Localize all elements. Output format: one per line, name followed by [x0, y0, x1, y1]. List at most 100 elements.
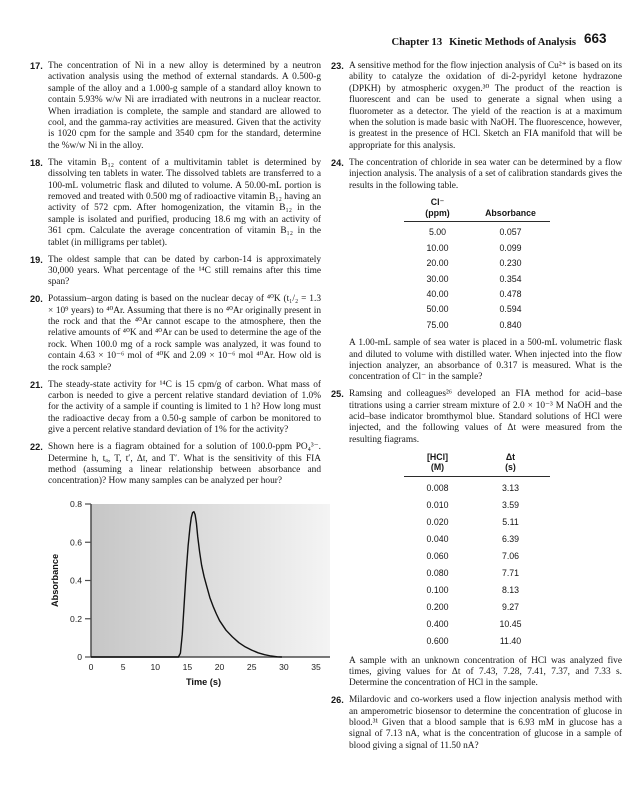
y-tick-label: 0.8 — [70, 499, 82, 509]
problem-text: The concentration of Ni in a new alloy i… — [48, 61, 321, 151]
chapter-title: Kinetic Methods of Analysis — [449, 37, 576, 48]
y-tick-label: 0.6 — [70, 537, 82, 547]
x-tick-label: 10 — [151, 662, 161, 672]
header-line: [HCl] — [426, 451, 448, 462]
x-tick-label: 15 — [183, 662, 193, 672]
table-row: 0.400 10.45 — [404, 616, 550, 633]
problem-item: 25. Ramsing and colleagues²⁶ developed an… — [331, 389, 622, 446]
header-line: (M) — [430, 462, 445, 473]
hcl-delta-t-table: [HCl] (M) Δt (s) 0.008 3.13 0.010 3.59 0.020 5.11… — [403, 451, 550, 651]
problem-item: 19. The oldest sample that can be dated b… — [30, 255, 321, 289]
table-cell: 0.008 — [426, 482, 449, 493]
table-row: 20.00 0.230 — [404, 256, 550, 271]
table-row: 0.060 7.06 — [404, 548, 550, 565]
table-cell: 0.400 — [426, 619, 449, 630]
problem-number: 21. — [30, 379, 43, 390]
table-row: 0.040 6.39 — [404, 531, 550, 548]
problem-number: 24. — [331, 157, 344, 168]
continuation-text: A sample with an unknown concentration o… — [349, 655, 622, 689]
x-tick-label: 35 — [311, 662, 321, 672]
table-cell: 0.080 — [426, 568, 449, 579]
table-cell: 10.45 — [499, 619, 522, 630]
table-cell: 11.40 — [499, 636, 522, 647]
header-line: (ppm) — [425, 207, 450, 218]
problem-text: The concentration of chloride in sea wat… — [349, 157, 622, 191]
problem-number: 20. — [30, 294, 43, 305]
table-row: 40.00 0.478 — [404, 287, 550, 302]
x-tick-label: 20 — [215, 662, 225, 672]
table-cell: 0.020 — [426, 516, 449, 527]
problem-text: Shown here is a fiagram obtained for a s… — [48, 442, 321, 487]
fiagram-curve — [91, 510, 282, 658]
table-cell: 0.010 — [426, 499, 449, 510]
problem-item: 26. Milardovic and co-workers used a flow… — [331, 695, 622, 752]
table-cell: 40.00 — [426, 288, 449, 299]
problem-text: A sensitive method for the flow injectio… — [349, 61, 622, 151]
table-cell: 5.00 — [428, 227, 447, 238]
table-cell: 7.06 — [501, 550, 520, 561]
table-cell: 0.200 — [426, 602, 449, 613]
table-row: 10.00 0.099 — [404, 241, 550, 256]
table-cell: 0.840 — [499, 319, 522, 330]
problem-number: 26. — [331, 695, 344, 706]
table-cell: 0.594 — [499, 304, 522, 315]
table-row: 50.00 0.594 — [404, 302, 550, 317]
y-axis-title: Absorbance — [50, 554, 60, 607]
x-tick-label: 5 — [121, 662, 126, 672]
table-cell: 0.040 — [426, 533, 449, 544]
continuation-text: A 1.00-mL sample of sea water is placed … — [349, 338, 622, 383]
problem-number: 25. — [331, 389, 344, 400]
table-row: 0.020 5.11 — [404, 514, 550, 531]
chapter-label: Chapter 13 — [391, 37, 443, 48]
table-cell: 8.13 — [501, 585, 520, 596]
table-cell: 10.00 — [426, 242, 449, 253]
table-cell: 0.060 — [426, 550, 449, 561]
plot-background — [91, 503, 330, 657]
table-cell: 7.71 — [501, 568, 520, 579]
problem-number: 22. — [30, 442, 43, 453]
right-column: 23. A sensitive method for the flow injec… — [331, 61, 622, 758]
table-row: 0.010 3.59 — [404, 497, 550, 514]
problem-text: The vitamin B₁₂ content of a multivitami… — [48, 157, 321, 248]
problem-item: 20. Potassium–argon dating is based on th… — [30, 294, 321, 374]
page-number: 663 — [584, 31, 607, 46]
problem-text: The oldest sample that can be dated by c… — [48, 254, 321, 288]
table-header-cell: [HCl] (M) — [403, 451, 472, 477]
table-row: 75.00 0.840 — [404, 318, 550, 333]
y-tick-label: 0 — [77, 652, 82, 662]
x-tick-label: 25 — [247, 662, 257, 672]
problem-number: 23. — [331, 61, 344, 71]
chloride-calibration-table: Cl⁻ (ppm) Absorbance 5.00 0.057 10.00 0.099 20.… — [403, 197, 550, 333]
table-cell: 3.13 — [501, 482, 520, 493]
table-cell: 0.099 — [499, 242, 522, 253]
running-header: Chapter 13 Kinetic Methods of Analysis — [200, 37, 576, 49]
table-cell: 5.11 — [502, 516, 519, 527]
table-cell: 20.00 — [426, 258, 449, 269]
left-column: 17. The concentration of Ni in a new allo… — [28, 61, 330, 696]
table-cell: 75.00 — [426, 319, 449, 330]
table-body: 0.008 3.13 0.010 3.59 0.020 5.11 0.040 6.39 0.06… — [404, 476, 550, 650]
table-header-cell: Absorbance — [471, 197, 550, 223]
x-axis-title: Time (s) — [186, 677, 221, 687]
table-body: 5.00 0.057 10.00 0.099 20.00 0.230 30.00 0.354 4… — [404, 222, 550, 333]
problem-number: 19. — [30, 254, 43, 265]
fiagram-figure: 0 0.2 0.4 0.6 0.8 0 5 10 15 20 25 30 35 Absorbance Tim… — [28, 495, 330, 696]
header-line: (s) — [505, 462, 516, 473]
table-cell: 30.00 — [426, 273, 449, 284]
table-row: 0.080 7.71 — [404, 565, 550, 582]
problem-number: 18. — [30, 157, 43, 168]
problem-text: The steady-state activity for ¹⁴C is 15 … — [48, 379, 321, 436]
problem-text: Milardovic and co-workers used a flow in… — [349, 695, 622, 751]
y-tick-label: 0.2 — [70, 613, 82, 623]
y-tick-label: 0.4 — [70, 575, 82, 585]
problem-text: Potassium–argon dating is based on the n… — [48, 294, 321, 373]
table-cell: 0.230 — [499, 258, 522, 269]
table-header-cell: Cl⁻ (ppm) — [403, 197, 472, 223]
problem-item: 23. A sensitive method for the flow injec… — [331, 61, 622, 152]
table-cell: 0.354 — [499, 273, 522, 284]
fiagram-chart: 0 0.2 0.4 0.6 0.8 0 5 10 15 20 25 30 35 Absorbance Tim… — [50, 499, 330, 687]
x-tick-label: 0 — [89, 662, 94, 672]
table-cell: 0.057 — [499, 227, 522, 238]
problem-item: 24. The concentration of chloride in sea … — [331, 158, 622, 192]
problem-item: 18. The vitamin B₁₂ content of a multivit… — [30, 158, 321, 249]
